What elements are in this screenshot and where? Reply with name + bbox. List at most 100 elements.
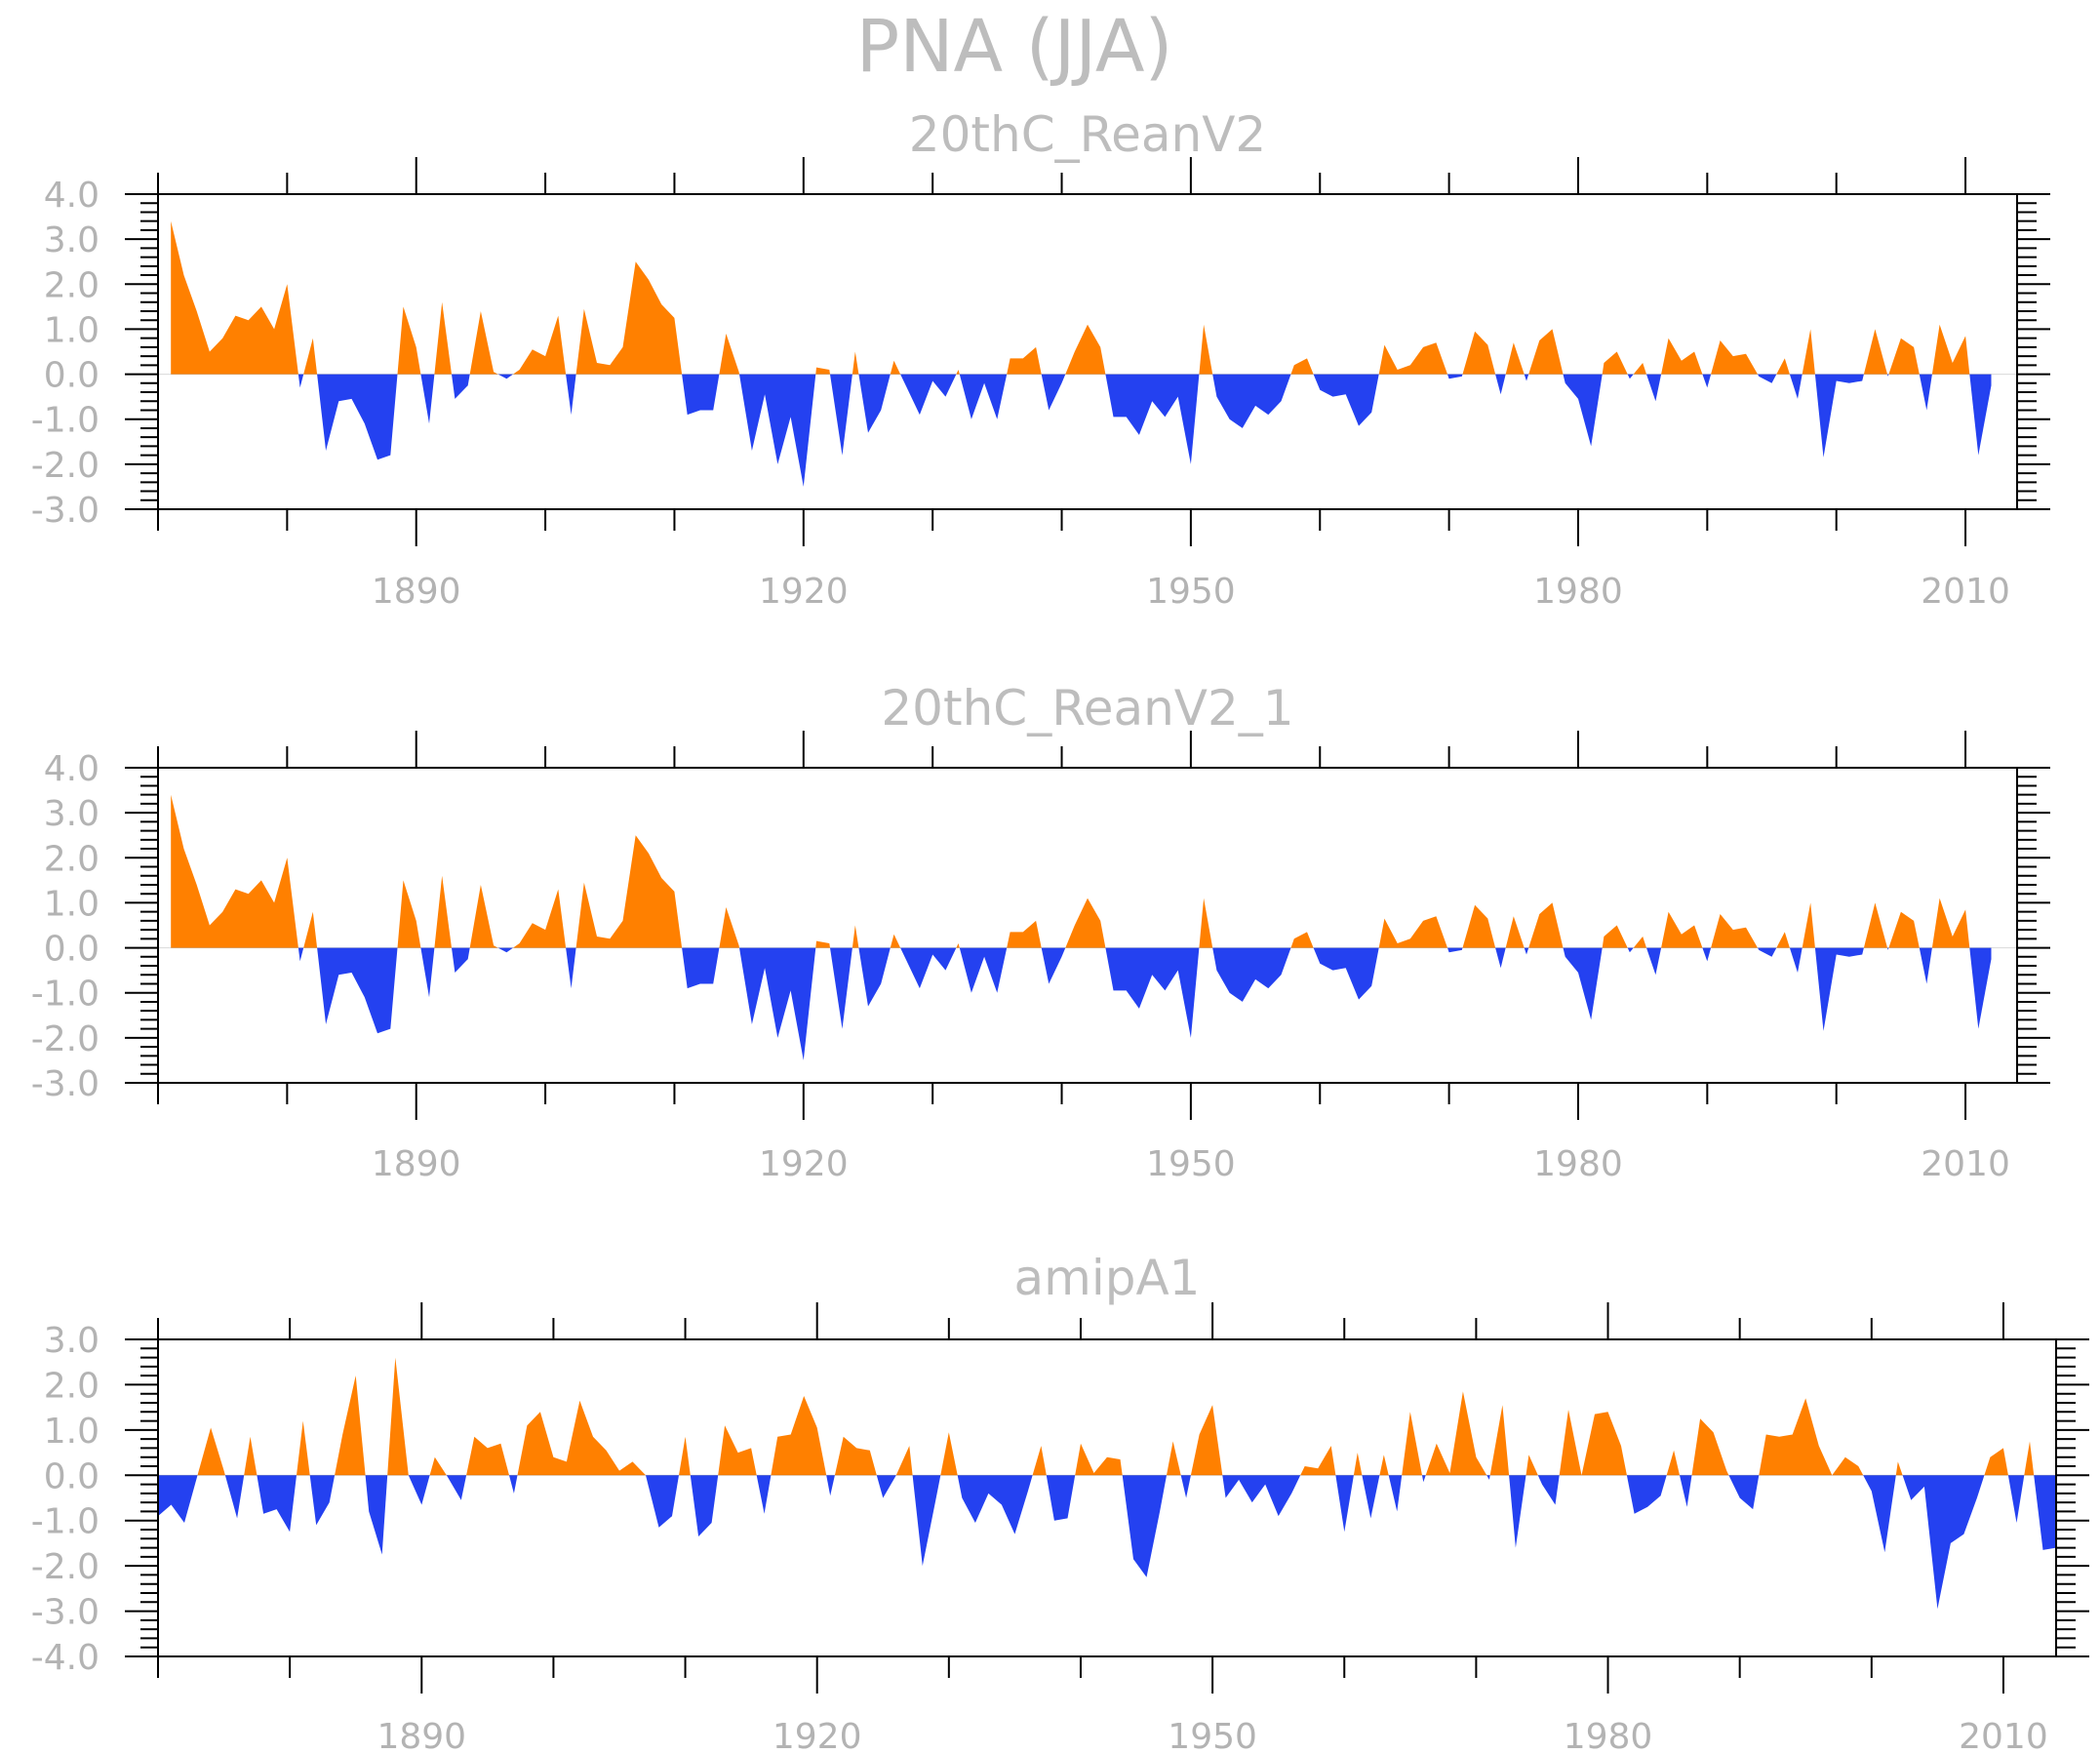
x-tick-label: 2010 (1959, 1717, 2048, 1754)
negative-anomaly-area (900, 947, 957, 989)
y-tick-label: -4.0 (31, 1638, 99, 1678)
negative-anomaly-area (1422, 1475, 1426, 1483)
positive-anomaly-area (303, 338, 318, 375)
negative-anomaly-area (1627, 374, 1634, 379)
positive-anomaly-area (1300, 1446, 1336, 1476)
plot-frame (157, 1338, 2057, 1657)
negative-anomaly-area (2034, 1475, 2056, 1550)
positive-anomaly-area (815, 940, 830, 948)
negative-anomaly-area (1646, 374, 1662, 402)
positive-anomaly-area (1802, 329, 1815, 375)
positive-anomaly-area (718, 1425, 757, 1476)
positive-anomaly-area (1666, 1450, 1680, 1476)
y-tick-label: -3.0 (31, 491, 99, 531)
negative-anomaly-area (646, 1475, 679, 1528)
x-tick-label: 1950 (1146, 1144, 1236, 1184)
negative-anomaly-area (1509, 1475, 1526, 1548)
negative-anomaly-area (257, 1475, 297, 1533)
negative-anomaly-area (1105, 374, 1200, 464)
positive-anomaly-area (434, 301, 452, 375)
x-tick-label: 1920 (773, 1717, 862, 1754)
negative-anomaly-area (1680, 1475, 1692, 1507)
chart-panel-20thc-reanv2: 20thC_ReanV2 -3.0 -2.0 -1.0 0.0 1.0 2.0 3.04.0 1… (31, 106, 2050, 612)
positive-anomaly-area (1190, 1405, 1223, 1476)
negative-anomaly-area (858, 947, 891, 1007)
positive-anomaly-area (1378, 342, 1447, 375)
positive-anomaly-area (1832, 1456, 1864, 1476)
y-tick-label: 0.0 (44, 930, 99, 970)
positive-anomaly-area (434, 875, 452, 948)
positive-anomaly-area (1065, 897, 1106, 948)
positive-anomaly-area (1984, 1448, 2008, 1476)
negative-anomaly-area (1563, 947, 1603, 1020)
x-tick-label: 1980 (1533, 572, 1623, 612)
positive-anomaly-area (387, 1357, 409, 1476)
positive-anomaly-area (719, 907, 739, 948)
positive-anomaly-area (1581, 1412, 1627, 1476)
positive-anomaly-area (852, 925, 859, 948)
negative-anomaly-area (1524, 947, 1529, 955)
positive-anomaly-area (956, 370, 960, 375)
positive-anomaly-area (1462, 331, 1496, 375)
negative-anomaly-area (1180, 1475, 1191, 1498)
positive-anomaly-area (890, 934, 901, 948)
negative-anomaly-area (2007, 1475, 2025, 1523)
y-tick-label: 1.0 (44, 884, 99, 924)
positive-anomaly-area (1378, 916, 1447, 948)
negative-anomaly-area (858, 374, 891, 433)
negative-anomaly-area (690, 1475, 719, 1536)
negative-anomaly-area (1105, 947, 1200, 1038)
negative-anomaly-area (1789, 947, 1803, 973)
negative-anomaly-area (1335, 1475, 1354, 1533)
positive-anomaly-area (1290, 932, 1314, 948)
negative-anomaly-area (1537, 1475, 1560, 1505)
positive-anomaly-area (1525, 1455, 1538, 1476)
negative-anomaly-area (1212, 374, 1291, 428)
negative-anomaly-area (497, 374, 513, 379)
negative-anomaly-area (1524, 374, 1529, 381)
y-tick-label: -1.0 (31, 401, 99, 441)
negative-anomaly-area (1969, 947, 1992, 1029)
negative-anomaly-area (365, 1475, 388, 1555)
chart-title: 20thC_ReanV2 (909, 106, 1266, 163)
positive-anomaly-area (513, 315, 567, 375)
negative-anomaly-area (1041, 374, 1066, 411)
negative-anomaly-area (756, 1475, 772, 1514)
negative-anomaly-area (1702, 374, 1712, 388)
figure-title: PNA (JJA) (856, 5, 1173, 89)
negative-anomaly-area (297, 374, 304, 388)
positive-anomaly-area (1633, 363, 1646, 375)
positive-anomaly-area (1895, 1461, 1903, 1476)
positive-anomaly-area (1661, 338, 1703, 375)
negative-anomaly-area (1447, 374, 1463, 379)
positive-anomaly-area (719, 334, 739, 375)
positive-anomaly-area (1199, 324, 1213, 375)
negative-anomaly-area (682, 374, 720, 416)
positive-anomaly-area (1505, 916, 1525, 948)
negative-anomaly-area (1627, 947, 1634, 953)
positive-anomaly-area (895, 1446, 913, 1476)
y-tick-label: 3.0 (44, 794, 99, 834)
negative-anomaly-area (1362, 1475, 1380, 1519)
negative-anomaly-area (959, 374, 1008, 419)
positive-anomaly-area (2024, 1441, 2035, 1476)
y-tick-label: -3.0 (31, 1593, 99, 1633)
negative-anomaly-area (1626, 1475, 1667, 1514)
x-tick-label: 1890 (376, 1717, 466, 1754)
y-tick-label: -3.0 (31, 1064, 99, 1104)
positive-anomaly-area (1402, 1412, 1422, 1476)
negative-anomaly-area (497, 947, 513, 953)
positive-anomaly-area (171, 794, 298, 948)
positive-anomaly-area (1559, 1410, 1582, 1476)
negative-anomaly-area (566, 374, 576, 416)
y-tick-label: -2.0 (31, 1547, 99, 1587)
negative-anomaly-area (900, 374, 957, 416)
positive-anomaly-area (1602, 925, 1628, 948)
x-tick-label: 1890 (372, 572, 461, 612)
negative-anomaly-area (1041, 947, 1066, 984)
positive-anomaly-area (890, 360, 901, 375)
negative-anomaly-area (408, 1475, 430, 1505)
positive-anomaly-area (1007, 920, 1042, 948)
negative-anomaly-area (1222, 1475, 1301, 1517)
positive-anomaly-area (1633, 937, 1646, 948)
